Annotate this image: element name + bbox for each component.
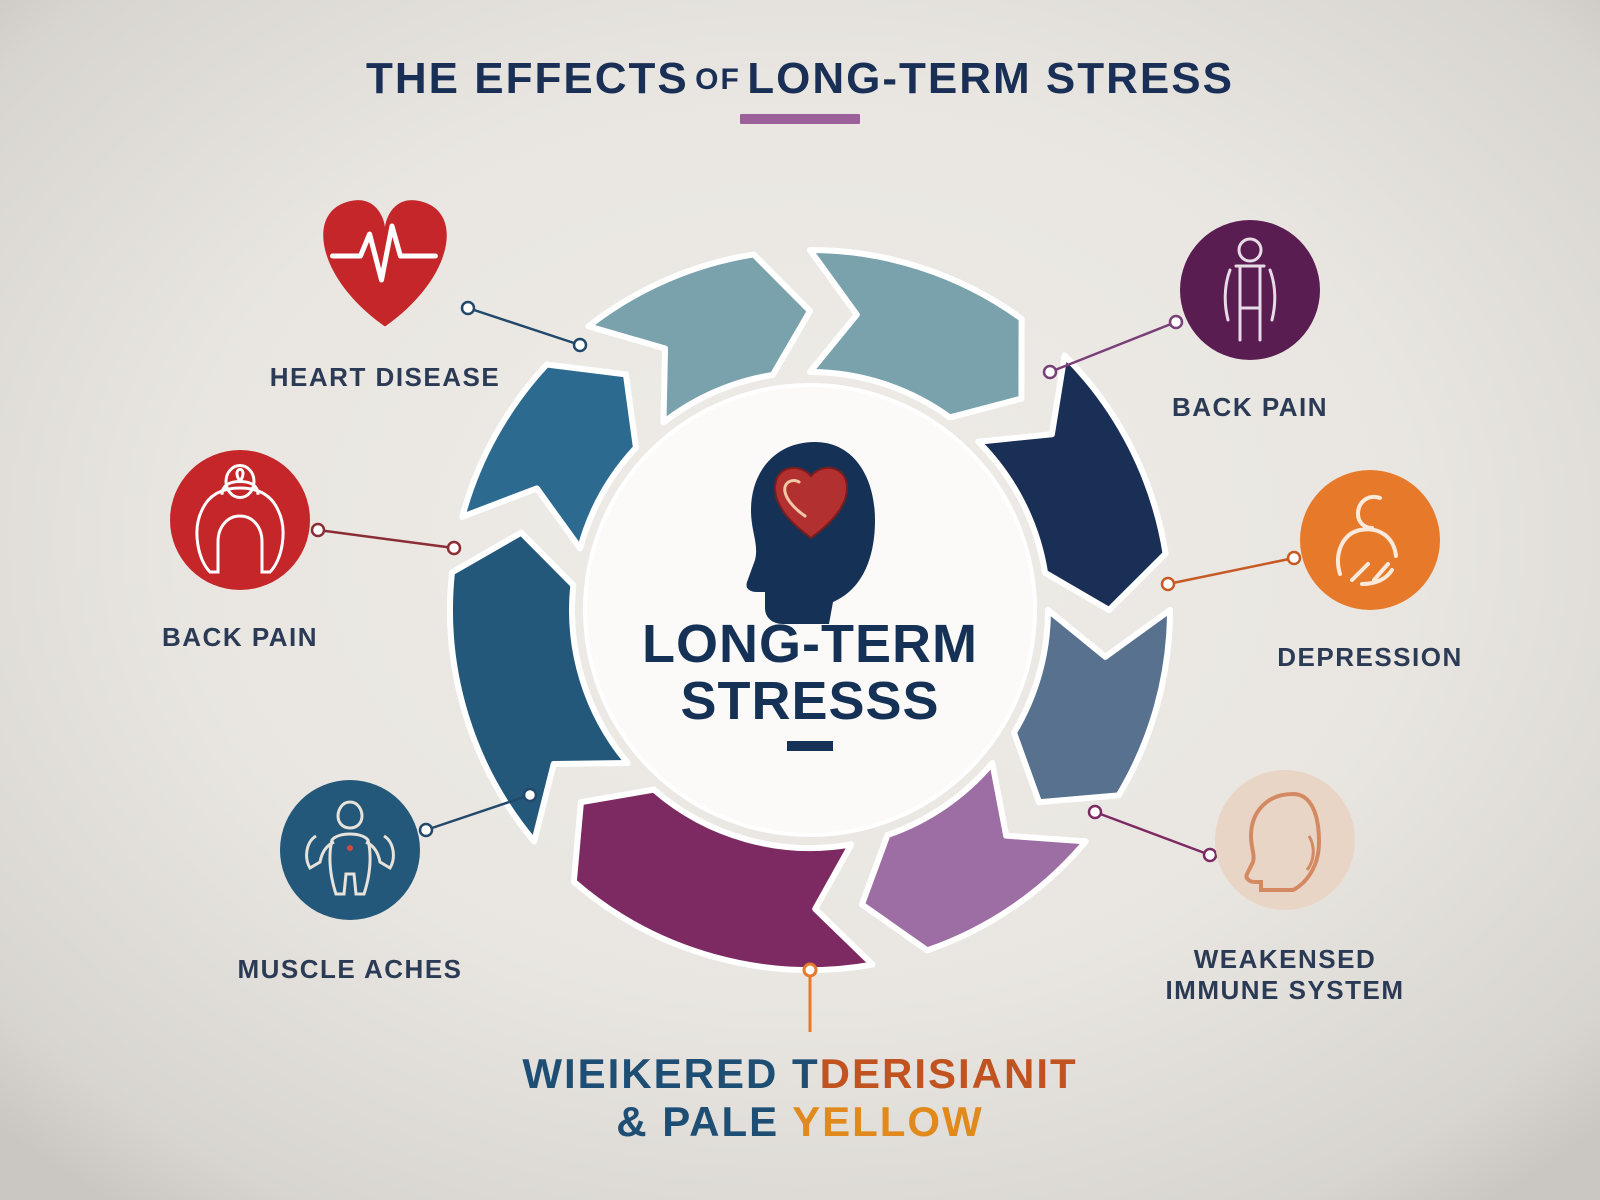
connector-dot-b-back-pain-left xyxy=(448,542,460,554)
label-heart-disease: HEART DISEASE xyxy=(215,362,555,393)
page-title: THE EFFECTS OF LONG-TERM STRESS xyxy=(0,54,1600,124)
title-underline xyxy=(740,114,860,124)
center-label-line1: LONG-TERM xyxy=(590,616,1030,673)
ring-segment-2 xyxy=(1014,610,1170,802)
connector-dot-a-back-pain-right xyxy=(1170,316,1182,328)
connector-dot-b-back-pain-right xyxy=(1044,366,1056,378)
center-label-line2: STRESSS xyxy=(590,673,1030,730)
infographic-stage: THE EFFECTS OF LONG-TERM STRESS LONG-TER… xyxy=(0,0,1600,1200)
connector-back-pain-left xyxy=(318,530,454,548)
heart-ecg-icon xyxy=(323,200,447,326)
bottom-caption-line1: WIEIKERED TDERISIANIT xyxy=(0,1050,1600,1098)
connector-dot-b-muscle-aches xyxy=(524,789,536,801)
connector-dot-b-depression xyxy=(1162,578,1174,590)
label-weakened-immune: WEAKENSED IMMUNE SYSTEM xyxy=(1115,944,1455,1006)
torso-icon xyxy=(170,450,310,590)
label-depression: DEPRESSION xyxy=(1200,642,1540,673)
title-of: OF xyxy=(695,63,741,96)
title-part-1: THE EFFECTS xyxy=(366,54,689,103)
connector-dot-b-heart-disease xyxy=(574,339,586,351)
center-underline xyxy=(787,741,833,751)
connector-dot-a-heart-disease xyxy=(462,302,474,314)
connector-dot-a-depression xyxy=(1288,552,1300,564)
label-back-pain-left: BACK PAIN xyxy=(70,622,410,653)
label-back-pain-right: BACK PAIN xyxy=(1080,392,1420,423)
cycle-diagram xyxy=(0,0,1600,1200)
bottom-connector-dot xyxy=(804,964,816,976)
connector-heart-disease xyxy=(468,308,580,345)
curled-person-icon xyxy=(1300,470,1440,610)
connector-weakened-immune xyxy=(1095,812,1210,855)
connector-dot-b-weakened-immune xyxy=(1089,806,1101,818)
muscle-body-icon xyxy=(280,780,420,920)
bottom-caption: WIEIKERED TDERISIANIT & PALE YELLOW xyxy=(0,1050,1600,1147)
connector-dot-a-back-pain-left xyxy=(312,524,324,536)
connector-dot-a-muscle-aches xyxy=(420,824,432,836)
connector-dot-a-weakened-immune xyxy=(1204,849,1216,861)
profile-head-icon xyxy=(1215,770,1355,910)
standing-body-icon xyxy=(1180,220,1320,360)
title-part-2: LONG-TERM STRESS xyxy=(747,54,1234,103)
center-label: LONG-TERM STRESSS xyxy=(590,616,1030,751)
label-muscle-aches: MUSCLE ACHES xyxy=(180,954,520,985)
connector-depression xyxy=(1168,558,1294,584)
bottom-caption-line2: & PALE YELLOW xyxy=(0,1098,1600,1146)
connector-back-pain-right xyxy=(1050,322,1176,372)
